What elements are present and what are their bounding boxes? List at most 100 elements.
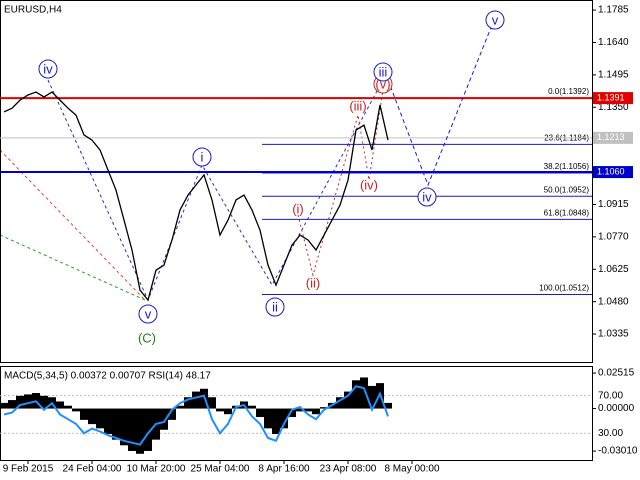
macd-bar	[80, 408, 88, 420]
y-tick-label: -0.03010	[598, 446, 638, 457]
macd-bar	[320, 407, 328, 409]
level-box	[593, 166, 633, 179]
macd-bar	[0, 402, 8, 409]
wave-label: iv	[43, 61, 53, 76]
y-tick-label: 1.0770	[598, 232, 629, 243]
sub-wave-line	[297, 89, 384, 277]
wave-label: ii	[272, 299, 278, 314]
chart-title: EURUSD,H4	[4, 5, 62, 16]
macd-bar	[56, 401, 64, 409]
wave-marker	[417, 187, 437, 207]
rsi-line	[3, 385, 389, 446]
macd-bar	[184, 397, 192, 409]
fib-label: 0.0(1.1392)	[548, 87, 589, 96]
wave-marker	[265, 297, 285, 317]
macd-bar	[248, 405, 256, 409]
fib-label: 38.2(1.1056)	[544, 162, 590, 171]
macd-bar	[88, 408, 96, 425]
y2-tick-label: 30.00	[598, 428, 623, 439]
wave-label: iii	[379, 64, 388, 79]
y2-tick-label: 70.00	[598, 390, 623, 401]
fib-label: 100.0(1.0512)	[539, 284, 589, 293]
indicator-title: MACD(5,34,5) 0.00372 0.00707 RSI(14) 48.…	[4, 371, 211, 382]
wave-marker	[38, 59, 58, 79]
level-box	[593, 131, 633, 144]
macd-bar	[304, 408, 312, 412]
y-tick-label: 1.1350	[598, 102, 629, 113]
wave-label: (ii)	[306, 275, 320, 290]
y-tick-label: 1.0335	[598, 329, 629, 340]
wave-marker	[138, 304, 158, 324]
wave-label: (iv)	[360, 177, 378, 192]
price-line	[3, 91, 389, 302]
level-label: 1.1060	[597, 166, 625, 176]
y-tick-label: 1.0625	[598, 264, 629, 275]
macd-bar	[216, 408, 224, 412]
macd-bar	[224, 408, 232, 415]
y-tick-label: 0.02515	[598, 368, 635, 379]
macd-bar	[64, 405, 72, 409]
trend-line	[0, 234, 146, 301]
y-tick-label: 1.1640	[598, 37, 629, 48]
wave-label: i	[201, 149, 204, 164]
macd-bar	[112, 408, 120, 440]
projection-line	[387, 24, 493, 187]
macd-bar	[176, 405, 184, 409]
x-tick-label: 25 Mar 04:00	[191, 464, 250, 475]
price-frame	[0, 0, 593, 363]
macd-bar	[104, 408, 112, 434]
x-tick-label: 23 Apr 08:00	[320, 464, 377, 475]
y-tick-label: 1.1495	[598, 69, 629, 80]
y-tick-label: 1.1785	[598, 5, 629, 16]
macd-bar	[160, 408, 168, 430]
macd-bar	[128, 408, 136, 451]
x-tick-label: 8 May 00:00	[384, 464, 439, 475]
wave-label: iv	[422, 189, 432, 204]
macd-bar	[336, 397, 344, 409]
x-tick-label: 10 Mar 20:00	[127, 464, 186, 475]
wave-label: (iii)	[349, 98, 366, 113]
trend-lines	[0, 79, 384, 302]
macd-bar	[208, 397, 216, 409]
macd-bar	[264, 408, 272, 429]
trend-line	[0, 149, 146, 301]
fib-label: 50.0(1.0952)	[544, 185, 590, 194]
macd-bar	[288, 408, 296, 418]
macd-bar	[8, 400, 16, 409]
macd-bar	[272, 408, 280, 434]
macd-bar	[192, 391, 200, 409]
macd-bar	[296, 408, 304, 412]
macd-bar	[368, 385, 376, 409]
macd-bar	[72, 408, 80, 412]
y-tick-label: 1.0915	[598, 199, 629, 210]
wave-label: v	[492, 12, 499, 27]
macd-bar	[360, 377, 368, 409]
level-label: 1.1213	[597, 132, 625, 142]
macd-bar	[168, 408, 176, 420]
macd-bar	[144, 408, 152, 451]
wave-marker	[485, 10, 505, 30]
indicator-frame	[0, 366, 593, 461]
macd-bar	[384, 402, 392, 409]
wave-marker	[192, 147, 212, 167]
macd-bar	[256, 408, 264, 418]
wave-marker	[373, 62, 393, 82]
macd-bar	[136, 408, 144, 454]
level-label: 1.1391	[597, 92, 625, 102]
macd-bar	[344, 391, 352, 409]
macd-bar	[312, 408, 320, 415]
wave-label: v	[145, 306, 152, 321]
level-box	[593, 92, 633, 105]
macd-bar	[40, 395, 48, 409]
x-tick-label: 9 Feb 2015	[3, 464, 54, 475]
macd-bar	[120, 408, 128, 446]
wave-label: (C)	[138, 330, 156, 345]
macd-bar	[352, 380, 360, 409]
x-tick-label: 24 Feb 04:00	[63, 464, 122, 475]
macd-bar	[96, 408, 104, 429]
wave-label: (i)	[292, 201, 304, 216]
x-tick-label: 8 Apr 16:00	[258, 464, 310, 475]
macd-bar	[280, 408, 288, 429]
